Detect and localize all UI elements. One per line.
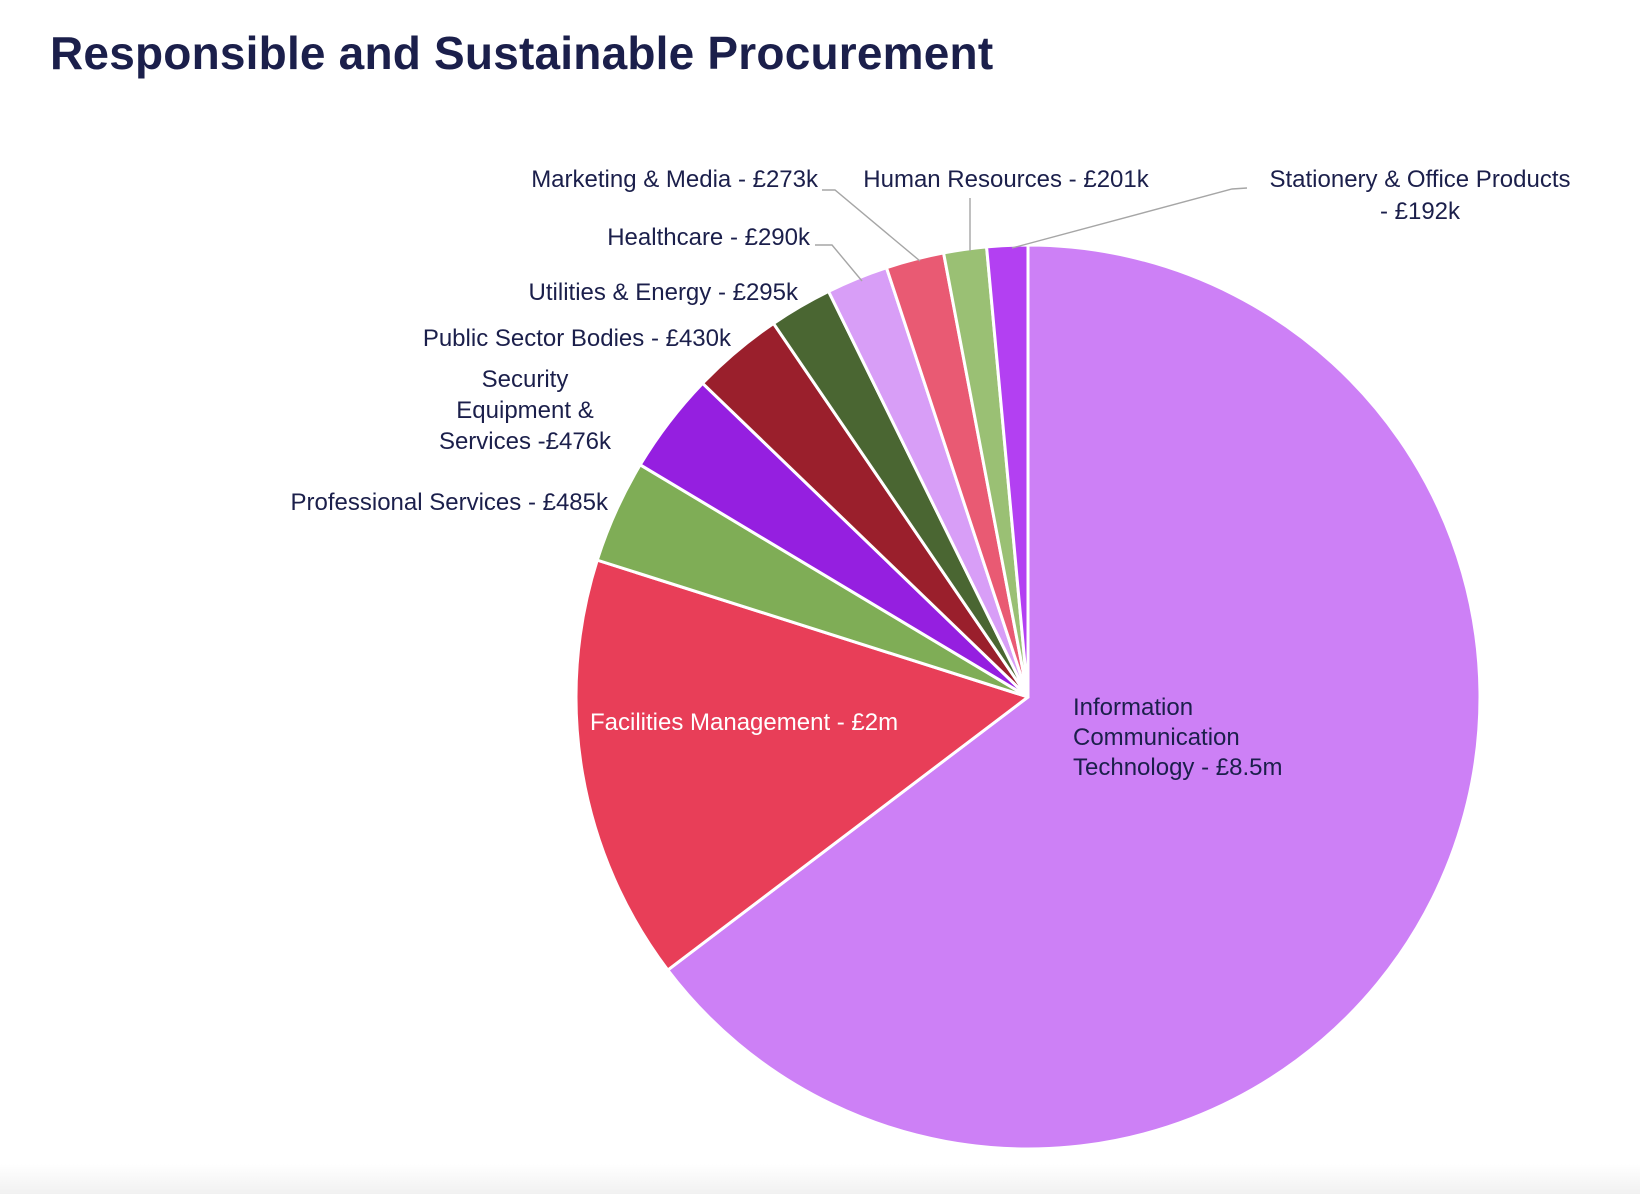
slice-label-stationery-and-office-products: Stationery & Office Products - £192k [1269, 166, 1570, 225]
slice-label-line: Facilities Management - £2m [590, 709, 898, 736]
slice-label-line: Stationery & Office Products [1269, 166, 1570, 193]
page-title: Responsible and Sustainable Procurement [50, 27, 994, 79]
slice-label-line: - £192k [1380, 198, 1461, 225]
slice-label-marketing-and-media: Marketing & Media - £273k [531, 166, 819, 193]
leader-line-healthcare [815, 244, 863, 282]
slice-label-line: Equipment & [456, 397, 593, 424]
slice-label-information-communication-technology: Information Communication Technology - £8.… [1073, 694, 1282, 781]
slice-label-line: Marketing & Media - £273k [531, 166, 819, 193]
slice-label-line: Human Resources - £201k [863, 166, 1149, 193]
leader-line-stationery-and-office-products [1011, 187, 1248, 249]
pie-slice-information-communication-technology [666, 243, 1482, 1151]
slice-label-professional-services: Professional Services - £485k [291, 489, 609, 516]
slice-label-line: Technology - £8.5m [1073, 754, 1282, 781]
slice-label-line: Security [482, 366, 569, 393]
slice-label-security-equipment-and-services: Security Equipment & Services -£476k [439, 366, 612, 455]
slice-labels: Information Communication Technology - £8.… [291, 166, 1571, 781]
leader-lines [815, 187, 1248, 282]
slice-label-human-resources: Human Resources - £201k [863, 166, 1149, 193]
pie-slices [574, 243, 1482, 1151]
slice-label-line: Utilities & Energy - £295k [529, 279, 799, 306]
slice-label-line: Public Sector Bodies - £430k [423, 325, 732, 352]
slice-label-line: Services -£476k [439, 428, 612, 455]
page-footer-band [0, 1164, 1640, 1194]
leader-line-marketing-and-media [822, 189, 921, 262]
slice-label-public-sector-bodies: Public Sector Bodies - £430k [423, 325, 732, 352]
slice-label-facilities-management: Facilities Management - £2m [590, 709, 898, 736]
slice-label-utilities-and-energy: Utilities & Energy - £295k [529, 279, 799, 306]
slice-label-line: Professional Services - £485k [291, 489, 609, 516]
pie-slice-stationery-and-office-products [985, 243, 1030, 699]
slice-label-line: Communication [1073, 724, 1240, 751]
slice-label-line: Information [1073, 694, 1193, 721]
slice-label-healthcare: Healthcare - £290k [607, 224, 811, 251]
slice-label-line: Healthcare - £290k [607, 224, 811, 251]
